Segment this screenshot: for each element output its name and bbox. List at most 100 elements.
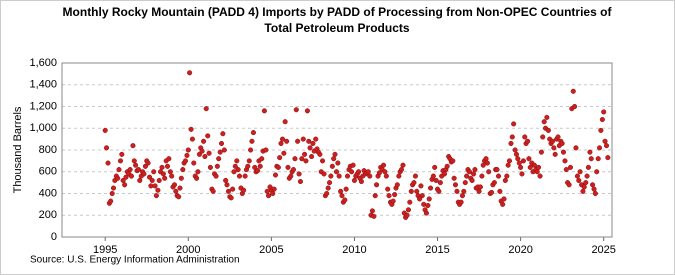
point [313,136,319,142]
point [189,136,195,142]
point [594,169,600,175]
point [560,149,567,155]
point [358,178,364,185]
y-tick-label: 0 [51,231,57,243]
point [471,171,477,177]
point [171,182,178,188]
point [350,162,356,168]
point [332,151,338,157]
point [205,133,211,139]
point [441,171,448,177]
point [537,173,543,179]
point [572,103,578,110]
point [201,138,207,144]
plot-frame [61,62,613,238]
point [185,147,191,153]
point [166,156,172,162]
point [515,156,521,162]
point [151,169,157,175]
point [461,188,467,194]
point [331,156,337,162]
point [304,108,310,114]
point [309,153,315,160]
point [476,188,482,194]
point [159,164,165,170]
point [167,169,173,175]
point [372,193,378,199]
point [105,160,111,166]
point [577,169,583,175]
point [518,164,524,170]
point [508,140,514,147]
point [246,158,252,164]
point [392,192,398,198]
point [302,151,308,157]
point [177,185,183,191]
point [454,188,460,194]
point [552,151,558,157]
point [511,121,517,127]
point [109,190,115,197]
point [595,156,601,162]
point [231,169,237,175]
point [522,134,528,140]
point [173,188,179,194]
point [344,173,351,179]
point [563,167,569,173]
point [223,177,229,183]
point [141,171,147,177]
point [191,160,197,166]
point [536,164,542,170]
point [495,173,502,179]
point [248,147,254,153]
point [119,151,125,157]
x-tick-label: 2015 [425,244,449,256]
point [284,138,290,144]
point [162,175,168,181]
point [156,177,162,183]
point [164,163,171,169]
point [290,167,297,173]
point [228,195,234,201]
point [414,188,420,194]
point [549,138,556,144]
point [469,177,475,183]
point [196,151,202,157]
point [425,202,431,209]
point [265,193,272,199]
point [241,187,247,193]
point [122,182,128,188]
point [576,177,582,183]
point [433,177,439,183]
point [145,160,151,166]
point [479,173,485,179]
point [462,180,468,186]
point [221,147,227,153]
point [477,184,483,190]
point [599,117,605,123]
y-tick-label: 1,400 [29,79,57,91]
point [452,182,459,188]
point [520,158,526,164]
point [218,140,225,147]
point [459,193,466,199]
point [103,145,110,151]
point [567,164,574,170]
point [319,158,326,164]
point [602,138,608,144]
y-tick-label: 600 [39,166,57,178]
point [382,169,388,175]
point [310,140,316,147]
point [275,164,281,170]
point [279,136,286,142]
point [153,193,159,199]
point [385,186,391,192]
point [102,127,108,133]
point [230,186,236,192]
point [591,186,597,192]
point [541,119,547,125]
point [160,171,166,177]
point [588,156,594,162]
point [349,169,355,175]
point [488,189,495,195]
